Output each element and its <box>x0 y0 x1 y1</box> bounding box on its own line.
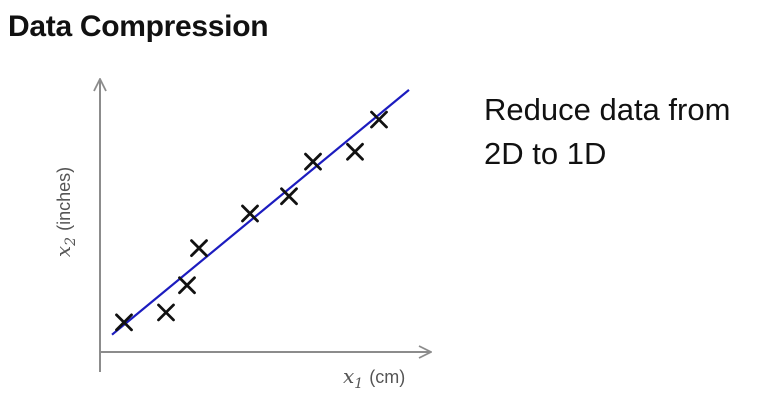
data-point <box>346 142 364 161</box>
fit-line <box>111 89 410 336</box>
fit-line-group <box>111 89 410 336</box>
data-points <box>115 110 388 332</box>
data-point <box>304 152 322 171</box>
side-text-line-1: Reduce data from <box>484 92 731 127</box>
x-axis-label: x1 (cm) <box>343 364 405 392</box>
y-axis-label: x2(inches) <box>51 167 79 257</box>
side-text-line-2: 2D to 1D <box>484 136 607 171</box>
data-point <box>280 187 298 206</box>
slide-title: Data Compression <box>8 10 269 43</box>
data-point <box>178 276 196 295</box>
data-point <box>115 313 133 332</box>
side-text: Reduce data from 2D to 1D <box>484 88 730 176</box>
data-point <box>190 239 208 258</box>
data-point <box>370 110 388 129</box>
data-point <box>241 204 259 223</box>
data-point <box>157 303 175 322</box>
